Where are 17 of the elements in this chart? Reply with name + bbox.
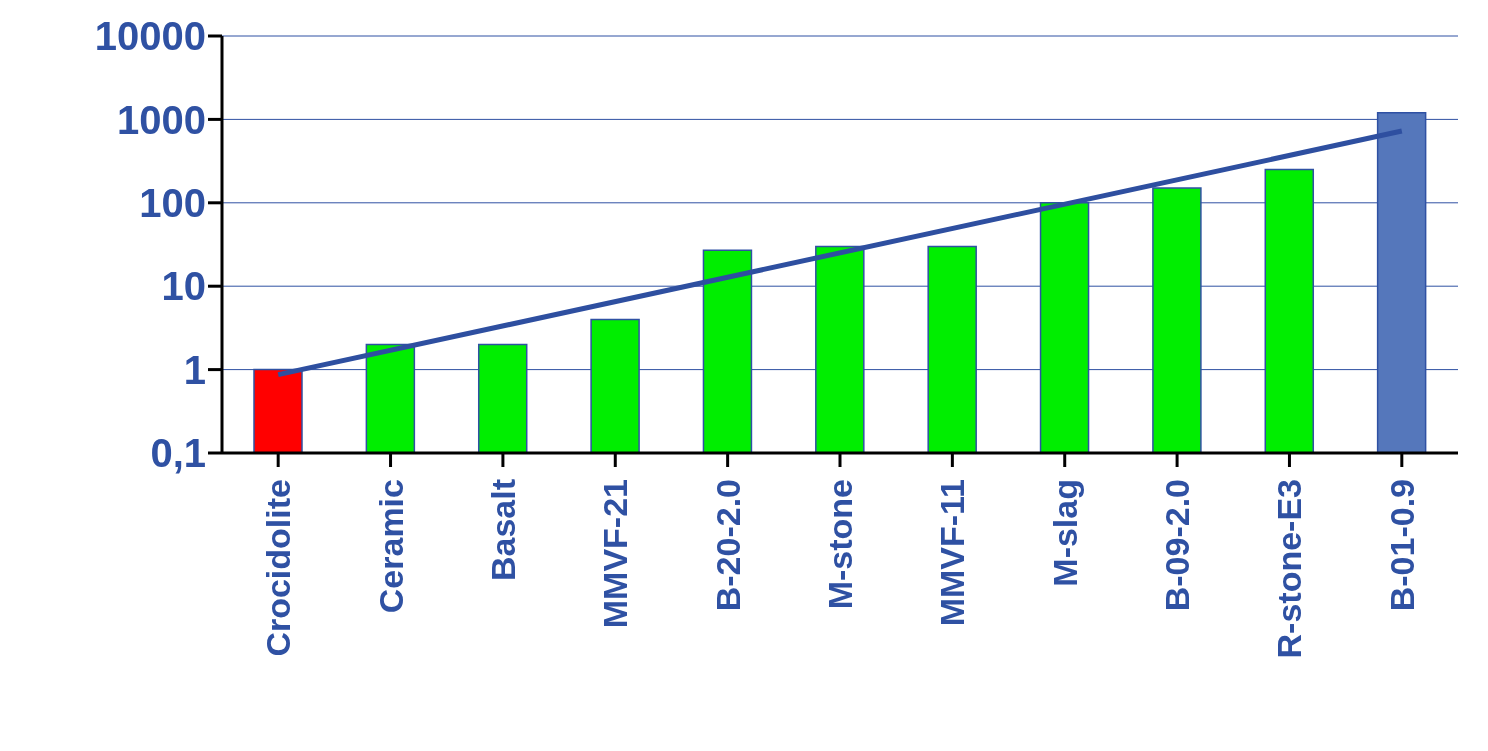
- x-tick-label: B-01-0.9: [1382, 479, 1421, 612]
- x-tick-label: B-09-2.0: [1158, 479, 1197, 612]
- y-tick-label: 1: [183, 347, 206, 392]
- x-tick-label: M-slag: [1045, 479, 1084, 587]
- x-tick-label: R-stone-E3: [1270, 479, 1309, 659]
- x-tick-label: MMVF-11: [933, 479, 972, 627]
- y-tick-label: 0,1: [150, 431, 206, 476]
- x-tick-label: B-20-2.0: [708, 479, 747, 612]
- x-tick-label: M-stone: [821, 479, 859, 610]
- x-tick-label: Basalt: [483, 479, 522, 582]
- y-tick-label: 10: [161, 264, 206, 309]
- x-tick-label: Crocidolite: [259, 479, 298, 657]
- y-tick-label: 1000: [117, 97, 206, 142]
- x-tick-label: Ceramic: [371, 479, 410, 614]
- y-tick-label: 10000: [94, 14, 206, 59]
- y-tick-label: 100: [139, 181, 206, 225]
- x-tick-label: MMVF-21: [596, 479, 635, 629]
